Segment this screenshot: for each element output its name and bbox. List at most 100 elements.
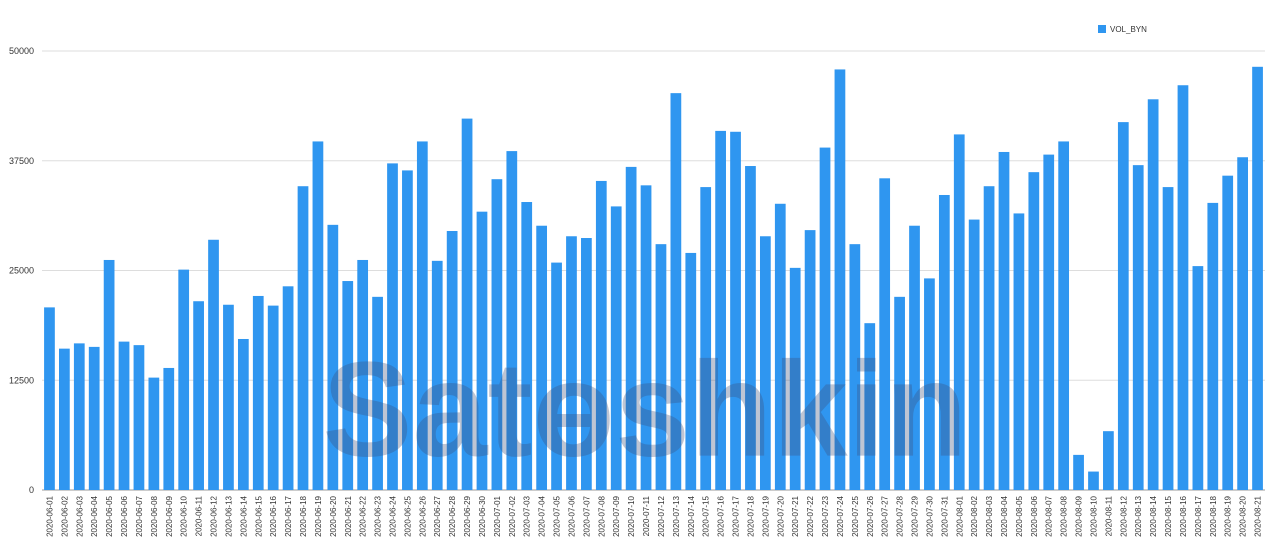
x-tick-label: 2020-07-17: [732, 495, 741, 536]
bar: [655, 244, 667, 490]
x-tick-label: 2020-06-11: [195, 495, 204, 536]
x-tick-label: 2020-07-22: [806, 495, 815, 536]
bar: [879, 178, 891, 490]
y-tick-label: 50000: [9, 46, 34, 56]
x-tick-label: 2020-07-12: [657, 495, 666, 536]
bar: [685, 252, 697, 490]
bar: [163, 367, 175, 490]
bar: [342, 281, 354, 490]
x-tick-label: 2020-07-28: [896, 495, 905, 536]
x-tick-label: 2020-08-02: [970, 495, 979, 536]
x-tick-label: 2020-07-13: [672, 495, 681, 536]
bar: [267, 305, 279, 490]
bar: [819, 147, 831, 490]
x-tick-label: 2020-08-20: [1239, 495, 1248, 536]
bar: [193, 301, 204, 490]
x-tick-label: 2020-07-31: [940, 495, 949, 536]
x-tick-label: 2020-07-04: [538, 495, 547, 536]
bar: [834, 69, 846, 491]
x-tick-label: 2020-07-16: [717, 495, 726, 536]
x-tick-label: 2020-08-19: [1224, 495, 1233, 536]
x-tick-label: 2020-06-02: [60, 495, 69, 536]
bar: [566, 236, 577, 490]
bar: [1028, 172, 1040, 490]
bar: [610, 206, 622, 490]
bar: [804, 230, 816, 490]
bar: [1088, 471, 1099, 490]
bar: [759, 236, 771, 490]
bar: [521, 202, 533, 491]
x-tick-label: 2020-07-02: [508, 495, 517, 536]
x-tick-label: 2020-07-15: [702, 495, 711, 536]
x-tick-label: 2020-07-01: [493, 495, 502, 536]
bar: [1252, 66, 1263, 490]
bar: [476, 211, 488, 490]
bar: [849, 244, 861, 490]
x-tick-label: 2020-06-20: [329, 495, 338, 536]
x-tick-label: 2020-07-23: [821, 495, 830, 536]
bar: [1207, 202, 1219, 491]
bar: [1073, 454, 1084, 490]
bar: [1132, 165, 1144, 490]
x-tick-label: 2020-06-29: [463, 495, 472, 536]
bar: [715, 130, 726, 490]
bar: [372, 296, 383, 490]
x-tick-label: 2020-06-09: [165, 495, 174, 536]
x-tick-label: 2020-06-01: [45, 495, 54, 536]
bar: [1103, 431, 1114, 490]
bar: [730, 131, 741, 490]
y-tick-label: 0: [29, 485, 34, 495]
bar: [506, 151, 518, 491]
y-tick-label: 25000: [9, 266, 34, 276]
x-tick-label: 2020-08-07: [1045, 495, 1054, 536]
x-tick-label: 2020-07-14: [687, 495, 696, 536]
bar: [431, 260, 443, 490]
bar: [789, 267, 801, 490]
x-tick-label: 2020-06-30: [478, 495, 487, 536]
x-tick-label: 2020-06-07: [135, 495, 144, 536]
x-tick-label: 2020-06-15: [254, 495, 263, 536]
x-tick-label: 2020-06-22: [359, 495, 368, 536]
x-tick-label: 2020-08-06: [1030, 495, 1039, 536]
x-tick-label: 2020-06-18: [299, 495, 308, 536]
bar: [745, 166, 756, 490]
bar: [1013, 213, 1025, 490]
legend-label: VOL_BYN: [1110, 25, 1147, 34]
x-tick-label: 2020-08-09: [1075, 495, 1084, 536]
bar: [402, 170, 413, 490]
bar: [297, 186, 309, 490]
bar: [491, 179, 503, 491]
x-tick-label: 2020-07-09: [612, 495, 621, 536]
bar: [1192, 266, 1204, 490]
bar: [700, 187, 712, 490]
bar: [178, 269, 190, 490]
x-tick-label: 2020-07-06: [567, 495, 576, 536]
x-tick-label: 2020-06-12: [210, 495, 219, 536]
x-tick-label: 2020-07-18: [746, 495, 755, 536]
x-tick-label: 2020-08-21: [1254, 495, 1263, 536]
x-tick-label: 2020-06-08: [150, 495, 159, 536]
x-tick-label: 2020-07-19: [761, 495, 770, 536]
x-tick-label: 2020-07-11: [642, 495, 651, 536]
x-tick-label: 2020-07-30: [925, 495, 934, 536]
bar: [983, 186, 995, 490]
bar: [938, 194, 950, 490]
x-tick-label: 2020-07-24: [836, 495, 845, 536]
x-tick-label: 2020-08-15: [1164, 495, 1173, 536]
x-tick-label: 2020-07-08: [597, 495, 606, 536]
x-tick-label: 2020-08-18: [1209, 495, 1218, 536]
x-tick-label: 2020-08-14: [1149, 495, 1158, 536]
y-tick-label: 37500: [9, 156, 34, 166]
bar: [1177, 85, 1189, 490]
bar: [924, 278, 935, 490]
bar: [595, 180, 607, 490]
y-tick-label: 12500: [9, 375, 34, 385]
x-tick-label: 2020-06-06: [120, 495, 129, 536]
bar: [1162, 187, 1174, 490]
bar: [387, 163, 398, 490]
bar: [44, 307, 55, 490]
bar: [148, 377, 160, 490]
bar: [118, 341, 130, 490]
bar: [968, 219, 980, 491]
x-tick-label: 2020-07-03: [523, 495, 532, 536]
